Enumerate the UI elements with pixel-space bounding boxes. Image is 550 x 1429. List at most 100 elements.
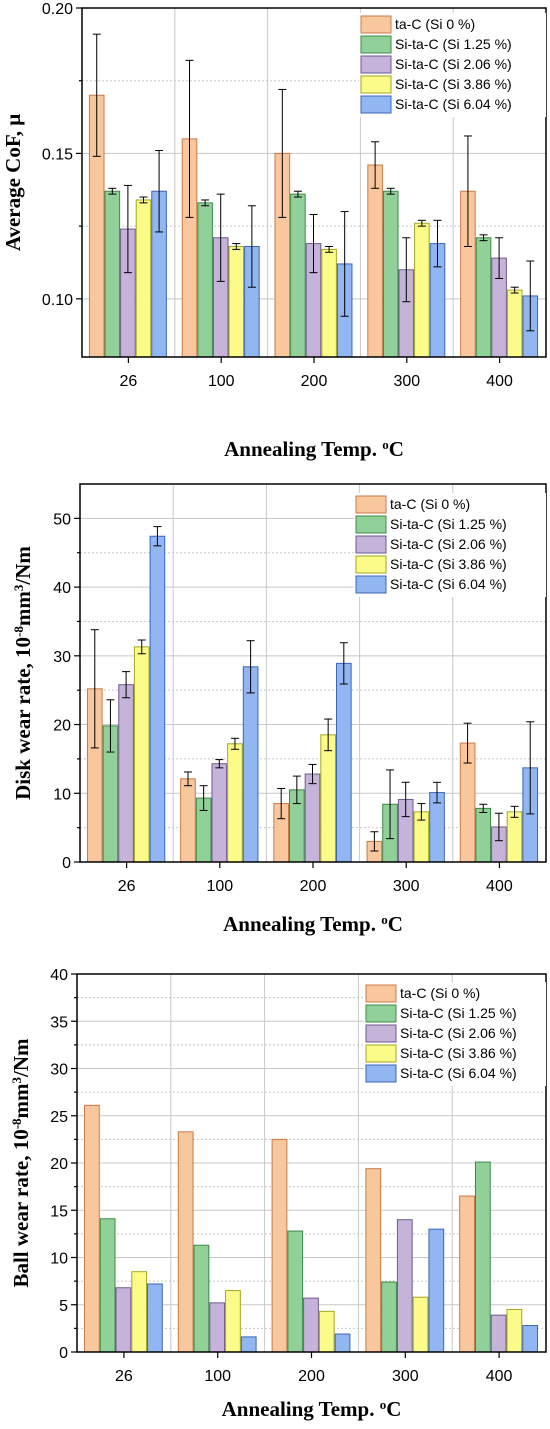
bar: [211, 763, 228, 863]
y-axis-label: Ball wear rate, 10-8mm3/Nm: [9, 1038, 34, 1288]
x-tick-label: 26: [120, 373, 138, 390]
legend-label: ta-C (Si 0 %): [395, 16, 475, 32]
label-part: Ball wear rate, 10: [9, 1129, 33, 1287]
bar: [475, 807, 492, 863]
y-tick-label: 0: [59, 1345, 68, 1362]
legend-swatch: [360, 95, 392, 114]
bar: [334, 1333, 351, 1353]
bar: [149, 535, 166, 863]
y-tick-label: 30: [50, 1062, 68, 1079]
x-tick-label: 400: [486, 878, 513, 895]
x-tick-label: 300: [393, 878, 420, 895]
y-tick-label: 0.20: [42, 1, 73, 18]
y-tick-label: 5: [59, 1298, 68, 1315]
x-axis-label: Annealing Temp. oC: [222, 1397, 402, 1422]
y-tick-label: 10: [50, 1251, 68, 1268]
y-tick-label: 0: [62, 855, 71, 872]
bar: [227, 743, 243, 863]
average-cof-chart: 0.10 0.15 0.20 26 100 200 300 400 Annealing Temp…: [1, 1, 547, 462]
label-part: -8: [9, 1118, 24, 1129]
bar: [133, 646, 150, 863]
x-axis-label: Annealing Temp. oC: [224, 437, 404, 462]
legend: ta-C (Si 0 %) Si-ta-C (Si 1.25 %) Si-ta-C …: [354, 493, 546, 597]
legend-label: ta-C (Si 0 %): [390, 496, 470, 512]
legend: ta-C (Si 0 %) Si-ta-C (Si 1.25 %) Si-ta-C …: [364, 982, 546, 1086]
label-part: mm: [9, 1083, 33, 1118]
legend-swatch: [355, 555, 387, 574]
legend-swatch: [360, 35, 392, 54]
y-tick-label: 20: [50, 1156, 68, 1173]
bar: [506, 811, 523, 863]
x-tick-label: 200: [300, 878, 327, 895]
y-tick-label: 15: [50, 1203, 68, 1220]
bar: [135, 199, 152, 358]
x-tick-label: 100: [206, 878, 233, 895]
bar: [459, 1195, 475, 1353]
label-part: -8: [11, 626, 26, 637]
label-part: mm: [11, 591, 35, 626]
x-tick-label: 26: [115, 1368, 133, 1385]
x-tick-label: 100: [204, 1368, 231, 1385]
legend-swatch: [360, 15, 392, 34]
bar: [367, 164, 383, 358]
ball-wear-rate-chart: 0 5 10 15 20 25 30 35 40 26 100 200 300 400 Annealing …: [9, 967, 547, 1422]
legend-label: Si-ta-C (Si 2.06 %): [400, 1025, 517, 1041]
legend: ta-C (Si 0 %) Si-ta-C (Si 1.25 %) Si-ta-C …: [359, 13, 546, 117]
bar: [242, 666, 259, 863]
label-part: /Nm: [11, 546, 35, 586]
label-part: Annealing Temp.: [222, 1397, 380, 1421]
bar: [381, 1281, 397, 1353]
y-tick-label: 0.10: [42, 292, 73, 309]
bar: [118, 684, 134, 863]
legend-label: Si-ta-C (Si 3.86 %): [400, 1045, 517, 1061]
bar: [506, 289, 523, 358]
label-part: 3: [11, 584, 26, 591]
bar: [304, 773, 321, 863]
x-tick-label: 300: [392, 1368, 419, 1385]
legend-label: Si-ta-C (Si 3.86 %): [395, 76, 512, 92]
bar: [412, 1296, 429, 1353]
bar: [320, 734, 336, 863]
y-tick-label: 25: [50, 1109, 68, 1126]
bar: [180, 778, 196, 863]
bar: [115, 1287, 132, 1353]
legend-swatch: [365, 1004, 397, 1023]
bar: [303, 1297, 319, 1353]
label-part: o: [380, 1397, 387, 1412]
legend-label: Si-ta-C (Si 6.04 %): [390, 576, 507, 592]
bar: [490, 1314, 507, 1353]
y-tick-label: 30: [53, 649, 71, 666]
bar: [131, 1271, 148, 1353]
bar: [197, 202, 213, 358]
bar: [104, 190, 121, 358]
bar: [99, 1218, 116, 1353]
bar: [84, 1104, 100, 1353]
x-tick-label: 200: [301, 373, 328, 390]
label-part: C: [389, 437, 404, 461]
bar: [522, 1325, 538, 1353]
bar: [209, 1302, 226, 1353]
bar: [240, 1336, 257, 1353]
x-tick-label: 200: [298, 1368, 325, 1385]
bar: [193, 1244, 210, 1353]
legend-swatch: [360, 75, 392, 94]
legend-label: Si-ta-C (Si 6.04 %): [395, 96, 512, 112]
bar: [474, 1161, 491, 1353]
bar: [225, 1290, 241, 1353]
bar: [318, 1310, 335, 1353]
x-tick-label: 300: [393, 373, 420, 390]
legend-swatch: [365, 984, 397, 1003]
bar: [290, 193, 306, 358]
x-tick-label: 26: [118, 878, 136, 895]
y-tick-label: 40: [53, 580, 71, 597]
x-tick-label: 400: [486, 1368, 513, 1385]
legend-swatch: [355, 575, 387, 594]
bar: [396, 1219, 413, 1353]
x-tick-label: 400: [486, 373, 513, 390]
label-part: Disk wear rate, 10: [11, 637, 35, 800]
y-tick-label: 40: [50, 967, 68, 984]
legend-swatch: [355, 535, 387, 554]
legend-swatch: [365, 1024, 397, 1043]
legend-swatch: [365, 1064, 397, 1083]
y-tick-label: 10: [53, 786, 71, 803]
